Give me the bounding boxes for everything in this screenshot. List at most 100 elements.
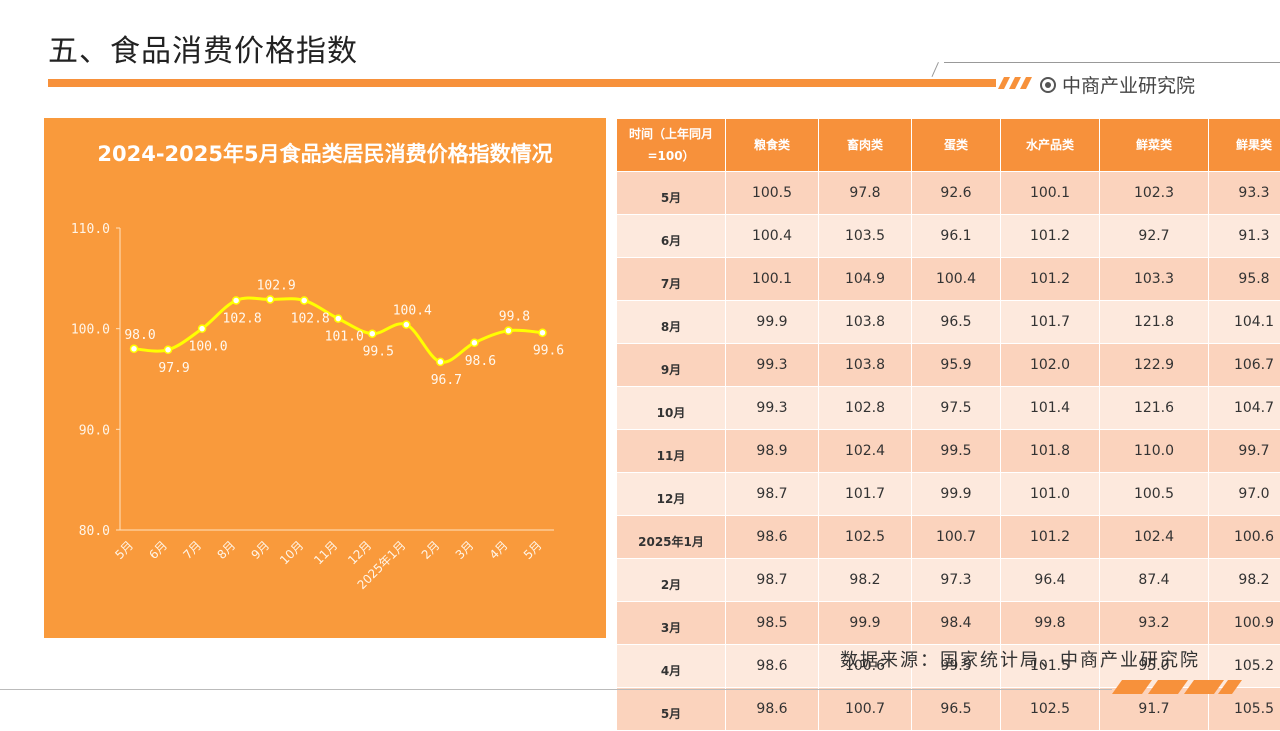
table-value-cell: 93.3: [1209, 172, 1280, 215]
table-value-cell: 103.3: [1100, 258, 1209, 301]
table-value-cell: 110.0: [1100, 430, 1209, 473]
title-accent-bar: [48, 79, 996, 87]
table-header-cell: 鲜菜类: [1100, 119, 1209, 172]
footer-stripes: [1112, 680, 1242, 694]
y-tick-label: 90.0: [79, 423, 110, 438]
table-header-cell: 水产品类: [1001, 119, 1100, 172]
table-value-cell: 121.8: [1100, 301, 1209, 344]
table-value-cell: 92.6: [912, 172, 1001, 215]
table-value-cell: 101.4: [1001, 387, 1100, 430]
table-value-cell: 99.9: [819, 602, 912, 645]
table-value-cell: 100.1: [726, 258, 819, 301]
page-title: 五、食品消费价格指数: [48, 26, 358, 70]
table-value-cell: 99.3: [726, 387, 819, 430]
data-label: 99.5: [363, 345, 394, 360]
table-month-cell: 3月: [617, 602, 726, 645]
table-month-cell: 10月: [617, 387, 726, 430]
table-value-cell: 103.8: [819, 344, 912, 387]
table-value-cell: 102.8: [819, 387, 912, 430]
table-value-cell: 98.7: [726, 559, 819, 602]
table-value-cell: 102.0: [1001, 344, 1100, 387]
table-value-cell: 106.7: [1209, 344, 1280, 387]
table-value-cell: 87.4: [1100, 559, 1209, 602]
header-rule: [944, 62, 1280, 63]
table-value-cell: 98.6: [726, 688, 819, 731]
y-tick-label: 80.0: [79, 524, 110, 539]
table-value-cell: 99.8: [1001, 602, 1100, 645]
table-month-cell: 8月: [617, 301, 726, 344]
table-value-cell: 101.7: [819, 473, 912, 516]
header-rule-diagonal: [931, 62, 938, 77]
table-value-cell: 102.4: [1100, 516, 1209, 559]
data-label: 98.6: [465, 354, 496, 369]
table-value-cell: 97.3: [912, 559, 1001, 602]
brand-logo-icon: [1040, 77, 1056, 93]
table-value-cell: 101.2: [1001, 258, 1100, 301]
data-label: 100.4: [393, 304, 432, 319]
table-value-cell: 103.5: [819, 215, 912, 258]
data-label: 102.8: [223, 311, 262, 326]
table-value-cell: 97.0: [1209, 473, 1280, 516]
data-label: 98.0: [124, 328, 155, 343]
data-point: [131, 345, 138, 352]
table-value-cell: 103.8: [819, 301, 912, 344]
table-month-cell: 4月: [617, 645, 726, 688]
table-value-cell: 100.9: [1209, 602, 1280, 645]
data-point: [437, 358, 444, 365]
brand-name: 中商产业研究院: [1062, 71, 1195, 98]
x-tick-label: 3月: [453, 538, 477, 562]
table-value-cell: 98.7: [726, 473, 819, 516]
table-value-cell: 97.5: [912, 387, 1001, 430]
x-tick-label: 2月: [419, 538, 443, 562]
table-value-cell: 102.3: [1100, 172, 1209, 215]
table-value-cell: 97.8: [819, 172, 912, 215]
table-value-cell: 91.3: [1209, 215, 1280, 258]
table-value-cell: 100.1: [1001, 172, 1100, 215]
data-point: [335, 315, 342, 322]
table-value-cell: 95.8: [1209, 258, 1280, 301]
table-value-cell: 100.5: [726, 172, 819, 215]
y-tick-label: 110.0: [71, 222, 110, 237]
table-value-cell: 95.9: [912, 344, 1001, 387]
x-tick-label: 8月: [214, 538, 238, 562]
table-value-cell: 96.4: [1001, 559, 1100, 602]
table-value-cell: 100.7: [819, 688, 912, 731]
table-month-cell: 9月: [617, 344, 726, 387]
table-value-cell: 101.2: [1001, 215, 1100, 258]
table-value-cell: 99.3: [726, 344, 819, 387]
table-value-cell: 101.8: [1001, 430, 1100, 473]
table-value-cell: 122.9: [1100, 344, 1209, 387]
table-value-cell: 98.6: [726, 516, 819, 559]
data-label: 97.9: [158, 361, 189, 376]
table-month-cell: 5月: [617, 172, 726, 215]
table-value-cell: 100.7: [912, 516, 1001, 559]
x-tick-label: 4月: [487, 538, 511, 562]
table-header-cell: 畜肉类: [819, 119, 912, 172]
table-month-cell: 2月: [617, 559, 726, 602]
table-value-cell: 104.7: [1209, 387, 1280, 430]
data-point: [267, 296, 274, 303]
table-value-cell: 104.1: [1209, 301, 1280, 344]
table-value-cell: 98.2: [819, 559, 912, 602]
table-value-cell: 96.1: [912, 215, 1001, 258]
data-label: 96.7: [431, 373, 462, 388]
x-tick-label: 9月: [248, 538, 272, 562]
table-value-cell: 99.7: [1209, 430, 1280, 473]
table-value-cell: 99.5: [912, 430, 1001, 473]
data-label: 102.9: [257, 278, 296, 293]
table-header-cell: 时间（上年同月=100）: [617, 119, 726, 172]
table-header-cell: 粮食类: [726, 119, 819, 172]
table-header-cell: 蛋类: [912, 119, 1001, 172]
table-value-cell: 98.5: [726, 602, 819, 645]
table-value-cell: 121.6: [1100, 387, 1209, 430]
y-tick-label: 100.0: [71, 323, 110, 338]
table-value-cell: 93.2: [1100, 602, 1209, 645]
